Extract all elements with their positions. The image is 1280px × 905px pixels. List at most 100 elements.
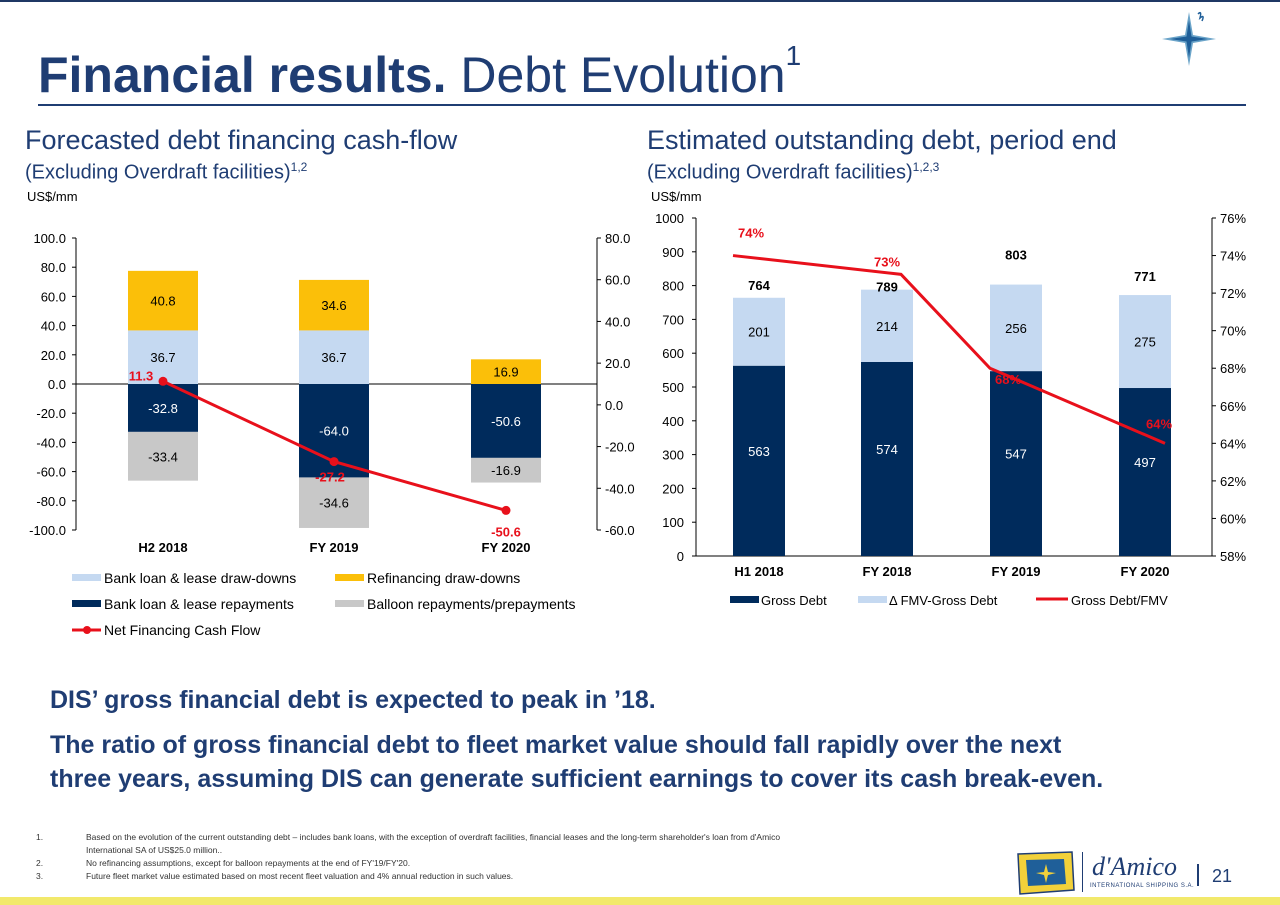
compass-star-icon xyxy=(1162,11,1216,66)
logo-tagline: INTERNATIONAL SHIPPING S.A. xyxy=(1090,883,1195,889)
legend-net-financing-label: Net Financing Cash Flow xyxy=(104,622,261,638)
bar-label-delta: 256 xyxy=(1005,321,1027,336)
bottom-border xyxy=(0,897,1280,905)
bar-segment-draw xyxy=(299,330,369,384)
bar-total-label: 771 xyxy=(1134,269,1156,284)
right-tick-label: 64% xyxy=(1220,436,1246,451)
legend-draw-downs-label: Bank loan & lease draw-downs xyxy=(104,570,296,586)
bar-label-balloon: -16.9 xyxy=(491,463,521,478)
legend-balloon-swatch xyxy=(335,600,364,607)
net-financing-label: 11.3 xyxy=(129,368,154,383)
legend-balloon-label: Balloon repayments/prepayments xyxy=(367,596,576,612)
left-tick-label: -60.0 xyxy=(36,465,66,480)
left-tick-label: -80.0 xyxy=(36,494,66,509)
gross-debt-fmv-line xyxy=(732,254,1166,445)
bar-segment-draw xyxy=(128,330,198,384)
bar-label-refi: 16.9 xyxy=(493,365,518,380)
x-category-label: FY 2020 xyxy=(482,540,531,555)
bar-label-refi: 34.6 xyxy=(321,298,346,313)
ratio-label: 68% xyxy=(995,372,1021,387)
bar-label-gross: 574 xyxy=(876,442,898,457)
bar-label-gross: 497 xyxy=(1134,455,1156,470)
legend-delta-fmv-label: Δ FMV-Gross Debt xyxy=(889,593,998,608)
bar-segment-refi xyxy=(471,359,541,384)
left-section-title: Forecasted debt financing cash-flow xyxy=(25,125,458,155)
left-section-subtitle: (Excluding Overdraft facilities)1,2 xyxy=(25,160,307,185)
net-financing-label: -50.6 xyxy=(491,524,521,539)
legend-net-financing-marker xyxy=(83,626,91,634)
right-tick-label: 0.0 xyxy=(605,398,623,413)
left-tick-label: 20.0 xyxy=(41,348,66,363)
left-tick-label: 600 xyxy=(662,346,684,361)
net-financing-label: -27.2 xyxy=(315,470,345,485)
right-tick-label: 68% xyxy=(1220,361,1246,376)
bar-label-repay: -64.0 xyxy=(319,424,349,439)
x-category-label: FY 2020 xyxy=(1121,564,1170,579)
right-unit-label: US$/mm xyxy=(651,189,702,204)
ratio-label: 73% xyxy=(874,254,900,269)
right-tick-label: 76% xyxy=(1220,211,1246,226)
bar-label-balloon: -33.4 xyxy=(148,449,178,464)
left-subtitle-text: (Excluding Overdraft facilities) xyxy=(25,161,291,184)
x-category-label: FY 2018 xyxy=(863,564,912,579)
message-ratio-line1: The ratio of gross financial debt to fle… xyxy=(50,731,1062,759)
right-tick-label: 72% xyxy=(1220,286,1246,301)
left-unit-label: US$/mm xyxy=(27,189,78,204)
footnote-1-cont: International SA of US$25.0 million.. xyxy=(36,845,222,855)
footnote-1-num: 1. xyxy=(36,832,44,842)
left-tick-label: -100.0 xyxy=(29,523,66,538)
left-tick-label: 900 xyxy=(662,245,684,260)
left-tick-label: 60.0 xyxy=(41,289,66,304)
page-number-divider xyxy=(1197,864,1199,886)
right-tick-label: 66% xyxy=(1220,399,1246,414)
title-bold: Financial results. xyxy=(38,47,447,103)
right-subtitle-text: (Excluding Overdraft facilities) xyxy=(647,161,913,184)
outstanding-debt-chart: 1000900800700600500400300200100076%74%72… xyxy=(655,211,1246,608)
footnote-1-text: Based on the evolution of the current ou… xyxy=(86,832,781,842)
legend-gross-debt-swatch xyxy=(730,596,759,603)
left-tick-label: 100.0 xyxy=(33,231,66,246)
bar-segment-refi xyxy=(128,270,198,331)
right-tick-label: 20.0 xyxy=(605,356,630,371)
title-regular: Debt Evolution xyxy=(446,47,786,103)
x-category-label: FY 2019 xyxy=(992,564,1041,579)
title-footnote-ref: 1 xyxy=(785,40,802,71)
page-title: Financial results. Debt Evolution1 xyxy=(38,40,801,104)
right-subtitle-sup: 1,2,3 xyxy=(912,160,940,174)
net-financing-point xyxy=(158,376,168,386)
bar-segment-balloon xyxy=(471,457,541,483)
left-tick-label: 300 xyxy=(662,448,684,463)
bar-segment-gross-debt xyxy=(861,361,913,556)
top-border xyxy=(0,0,1280,2)
legend-refinancing-swatch xyxy=(335,574,364,581)
footnote-1: 1. Based on the evolution of the current … xyxy=(36,832,780,842)
left-tick-label: 200 xyxy=(662,481,684,496)
x-category-label: H1 2018 xyxy=(734,564,783,579)
right-tick-label: 80.0 xyxy=(605,231,630,246)
footnote-1-cont-text: International SA of US$25.0 million.. xyxy=(86,845,223,855)
right-tick-label: 58% xyxy=(1220,549,1246,564)
bar-label-repay: -50.6 xyxy=(491,414,521,429)
title-rule xyxy=(38,104,1246,106)
left-subtitle-sup: 1,2 xyxy=(290,160,308,174)
bar-label-gross: 547 xyxy=(1005,447,1027,462)
legend-refinancing-label: Refinancing draw-downs xyxy=(367,570,520,586)
right-section-subtitle: (Excluding Overdraft facilities)1,2,3 xyxy=(647,160,939,185)
left-tick-label: 80.0 xyxy=(41,260,66,275)
legend-gross-debt-fmv-label: Gross Debt/FMV xyxy=(1071,593,1168,608)
left-tick-label: 700 xyxy=(662,312,684,327)
bar-label-draw: 36.7 xyxy=(150,350,175,365)
footnote-2-text: No refinancing assumptions, except for b… xyxy=(86,858,411,868)
ratio-label: 64% xyxy=(1146,416,1172,431)
bar-segment-refi xyxy=(299,279,369,331)
message-ratio-line2: three years, assuming DIS can generate s… xyxy=(50,765,1104,793)
legend-gross-debt-label: Gross Debt xyxy=(761,593,827,608)
bar-segment-gross-debt xyxy=(733,365,785,556)
legend-delta-fmv-swatch xyxy=(858,596,887,603)
bar-segment-gross-debt xyxy=(990,371,1042,556)
right-tick-label: 60% xyxy=(1220,511,1246,526)
legend-draw-downs-swatch xyxy=(72,574,101,581)
bar-label-draw: 36.7 xyxy=(321,350,346,365)
legend-repayments-swatch xyxy=(72,600,101,607)
right-tick-label: -60.0 xyxy=(605,523,635,538)
